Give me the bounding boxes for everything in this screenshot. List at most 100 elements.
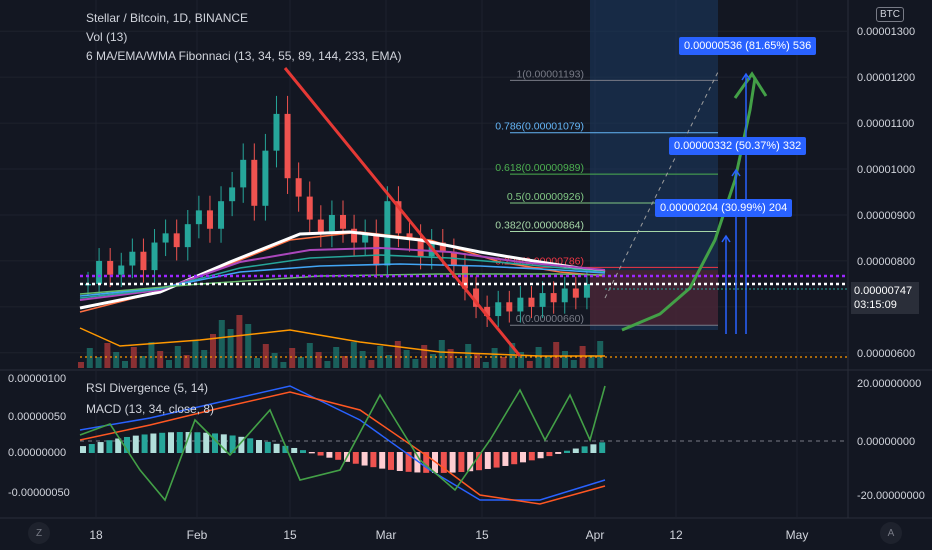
macd-histogram-bar [282,445,289,453]
macd-histogram-bar [564,450,570,453]
macd-histogram-bar [546,452,553,457]
rsi-tick-label: -20.00000000 [857,490,925,502]
volume-bar [210,334,216,368]
macd-histogram-bar [308,452,315,454]
macd-histogram-bar [572,448,579,453]
candle-body [340,214,346,229]
target-label-3: 0.00000204 (30.99%) 204 [655,199,793,217]
volume-bar [78,362,84,368]
zoom-icon[interactable]: Z [28,522,50,544]
candle-body [572,288,579,298]
macd-histogram-bar [493,452,500,468]
macd-tick-label: 0.00000100 [8,373,66,385]
time-tick-label: Feb [187,528,208,542]
projection-dashed-line [604,71,719,299]
macd-line [79,385,606,501]
auto-scale-icon[interactable]: A [880,522,902,544]
macd-histogram-bar [203,432,210,453]
volume-bar [350,342,357,368]
macd-histogram-bar [264,441,271,453]
volume-bar [526,361,533,368]
macd-histogram-bar [194,432,201,453]
macd-histogram-bar [476,452,482,471]
volume-bar [148,342,155,368]
volume-bar [139,356,146,368]
macd-histogram-bar [414,452,421,473]
candle-body [151,242,158,271]
ma-line-13 [79,231,606,313]
candle-body [406,233,413,238]
ma-line-144 [79,263,606,297]
macd-histogram-bar [176,432,183,453]
volume-bar [474,353,480,368]
candle-body [184,224,191,248]
macd-histogram-bar [352,452,359,464]
macd-tick-label: 0.00000050 [8,411,66,423]
macd-histogram-bar [581,446,588,453]
volume-bar [342,356,348,368]
volume-bar [324,361,331,368]
macd-histogram-bar [326,452,333,458]
candle-body [561,288,568,303]
candle-body [373,233,380,266]
candle-body [539,293,546,307]
volume-legend: Vol (13) [86,30,128,44]
macd-histogram-bar [317,452,324,456]
candle-body [517,297,524,312]
time-tick-label: 12 [669,528,683,542]
macd-histogram-bar [300,450,306,453]
fib-level-label: 0.618(0.00000989) [495,162,584,174]
volume-bar [245,324,252,368]
rsi-tick-label: 0.00000000 [857,436,915,448]
volume-bar [482,362,489,368]
fib-level-label: 0.786(0.00001079) [495,121,584,133]
macd-signal-line [79,391,606,505]
macd-histogram-bar [106,440,113,453]
price-tick-label: 0.00000600 [857,348,915,360]
fib-level-label: 0(0.00000660) [516,313,584,325]
candle-body [218,201,225,229]
volume-bar [553,342,560,368]
time-tick-label: Apr [586,528,605,542]
candle-body [251,159,258,206]
rsi-line [79,385,606,502]
volume-bar [403,350,410,368]
candle-body [328,214,335,234]
volume-bar [271,353,278,368]
macd-tick-label: -0.00000050 [8,487,70,499]
price-tick-label: 0.00000800 [857,256,915,268]
projection-curve [621,77,757,332]
candle-body [384,201,391,266]
macd-histogram-bar [88,444,95,453]
chart-title: Stellar / Bitcoin, 1D, BINANCE [86,11,249,25]
candle-body [140,251,147,271]
macd-histogram-bar [502,452,509,466]
macd-histogram-bar [449,452,456,473]
candle-body [317,219,324,234]
volume-bar [183,355,190,368]
candle-body [262,150,269,206]
volume-bar [218,320,225,368]
macd-histogram-bar [238,436,245,453]
volume-bar [421,345,428,368]
ma-legend: 6 MA/EMA/WMA Fibonnaci (13, 34, 55, 89, … [86,49,402,63]
target-label-1: 0.00000536 (81.65%) 536 [679,37,817,55]
volume-bar [491,348,498,368]
candle-body [417,237,424,257]
candle-body [195,210,202,225]
macd-histogram-bar [132,435,139,453]
candle-body [229,187,236,202]
volume-bar [157,351,164,368]
candle-body [306,196,313,220]
macd-histogram-bar [256,440,262,453]
volume-bar [201,350,208,368]
volume-bar [306,343,313,368]
candle-body [351,228,358,243]
volume-bar [579,346,586,368]
candle-body [273,113,280,151]
price-tick-label: 0.00001100 [857,118,914,130]
candle-body [162,233,169,243]
currency-badge[interactable]: BTC [876,7,904,22]
downtrend-line [283,67,522,357]
target-arrowhead [741,72,751,81]
